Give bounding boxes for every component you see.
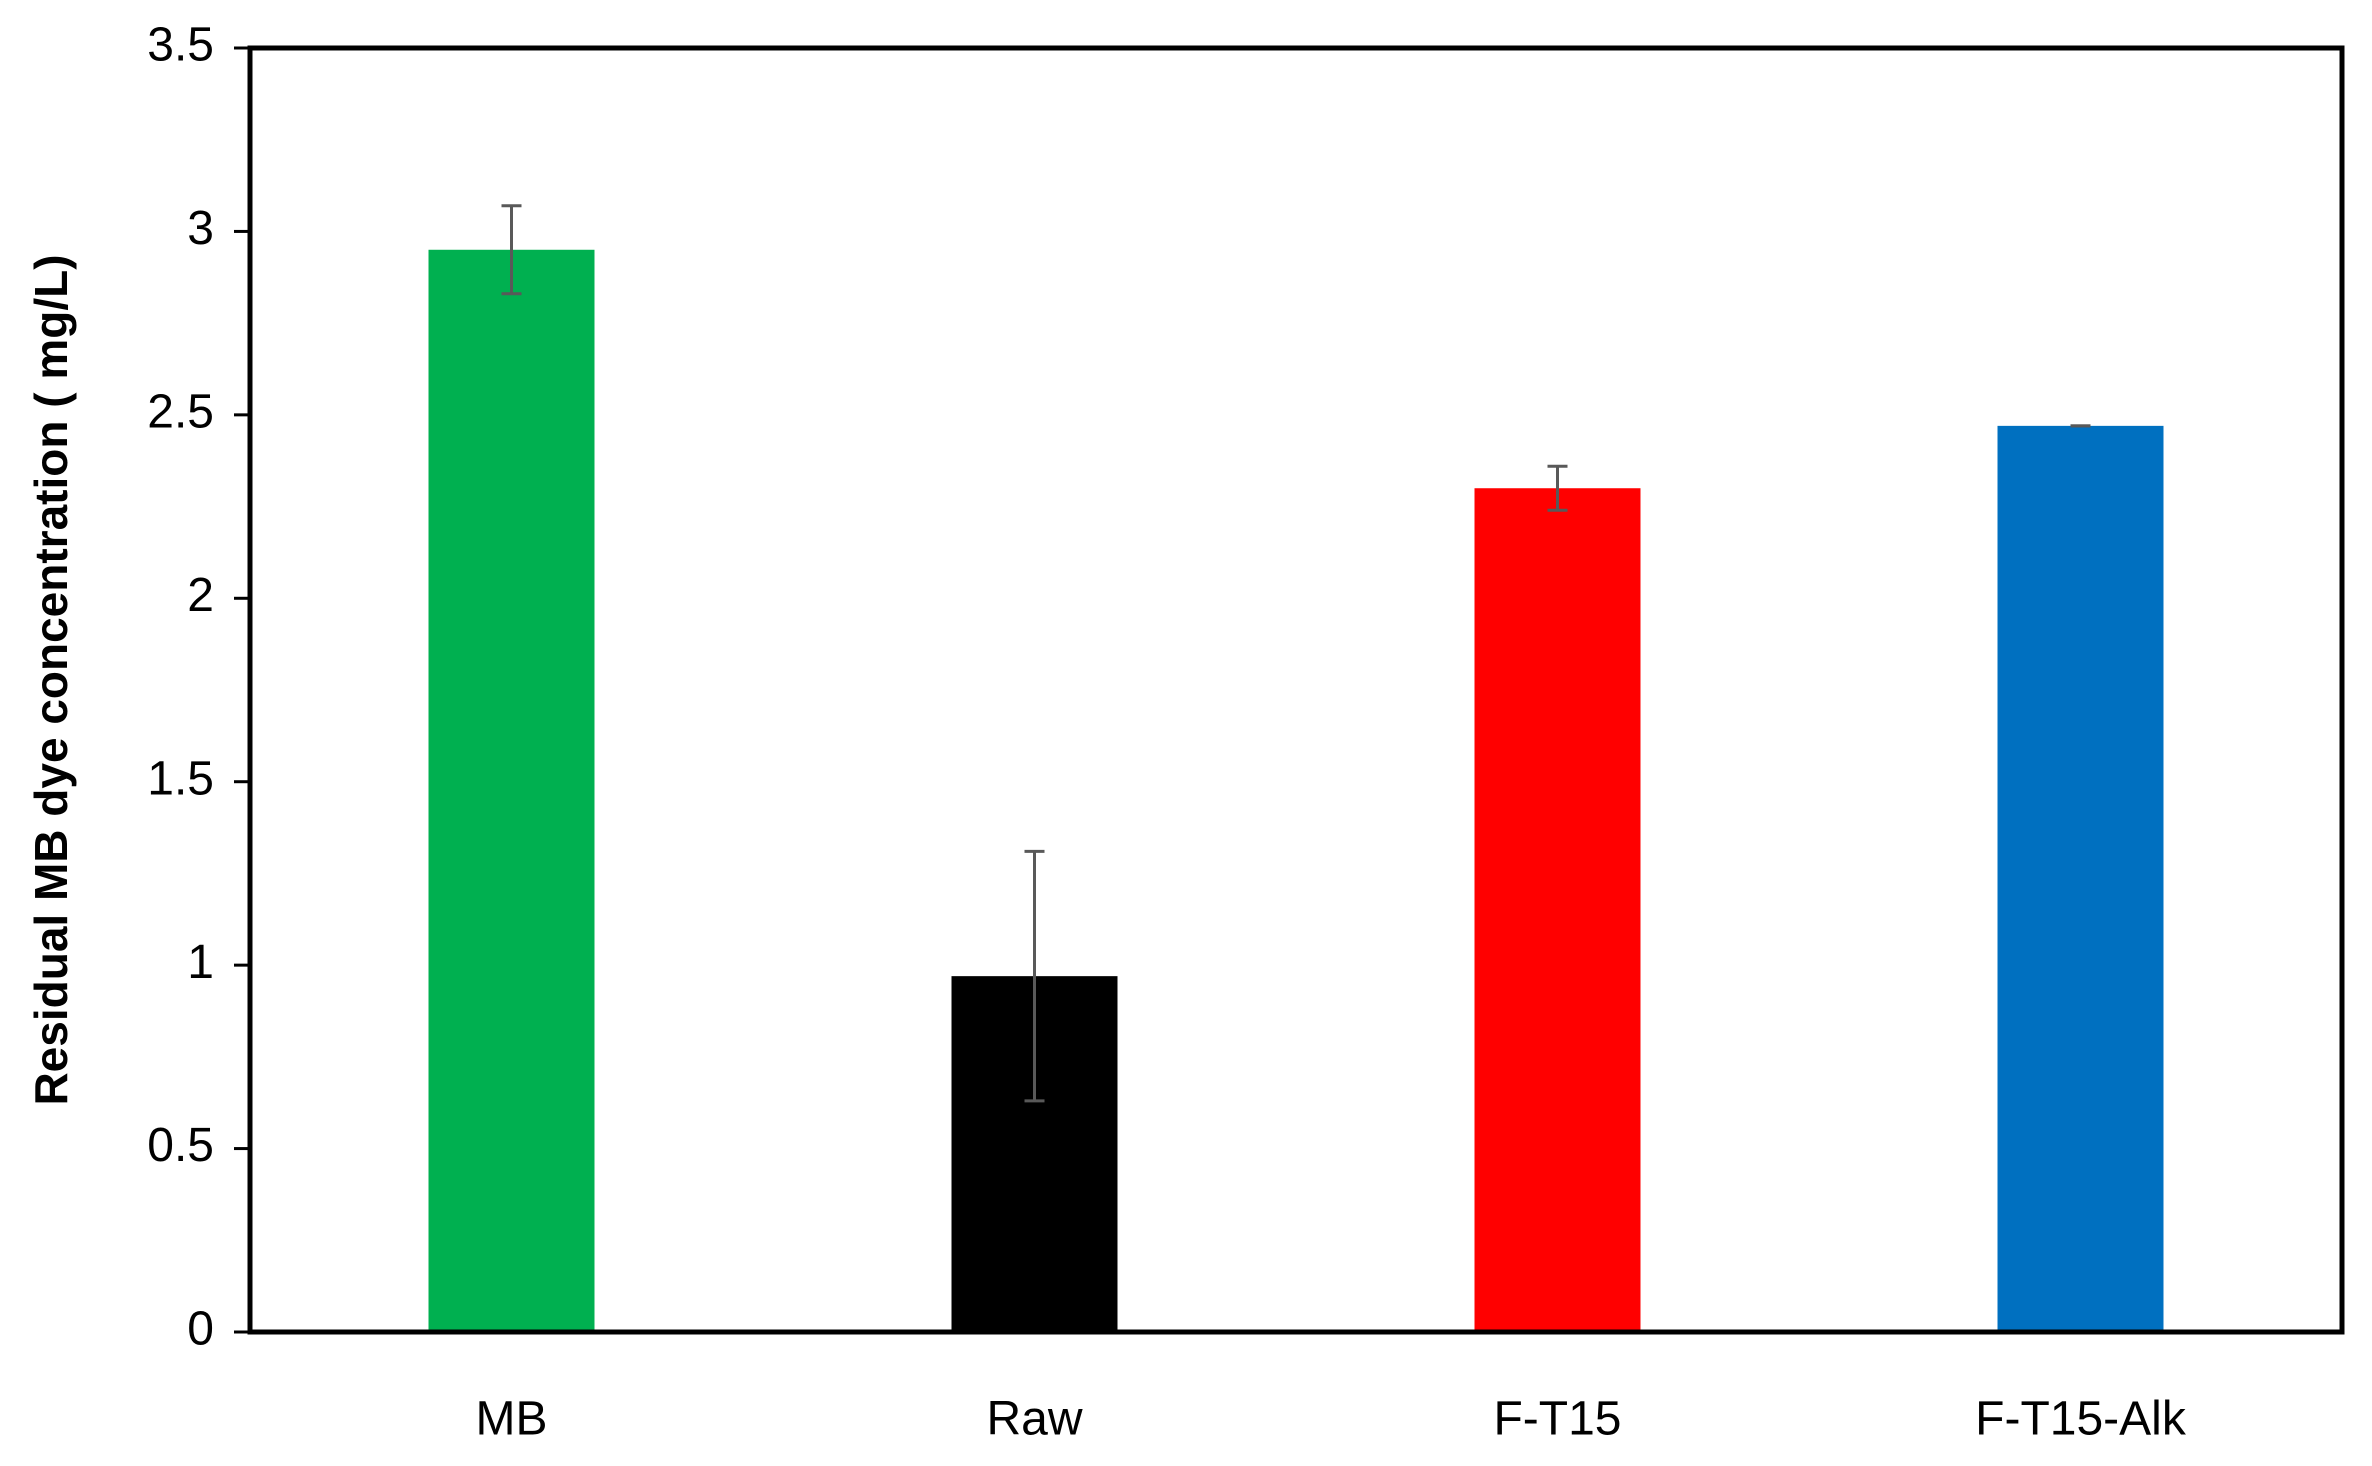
x-tick-label: MB: [476, 1393, 548, 1446]
x-tick-label: Raw: [986, 1393, 1082, 1446]
x-tick-label: F-T15: [1493, 1393, 1621, 1446]
y-tick-label: 1: [187, 936, 214, 989]
y-tick-label: 3.5: [147, 19, 214, 72]
plot-border: [247, 45, 2345, 1335]
bar: [428, 249, 595, 1332]
error-bar: [501, 204, 522, 296]
y-tick-label: 1.5: [147, 752, 214, 805]
y-tick-label: 3: [187, 202, 214, 255]
y-tick-label: 2: [187, 569, 214, 622]
error-bar: [1547, 464, 1568, 512]
error-bar: [1024, 849, 1045, 1103]
bar: [1474, 488, 1641, 1332]
bar: [1997, 425, 2164, 1332]
x-tick-label: F-T15-Alk: [1975, 1393, 2187, 1446]
y-tick-label: 0.5: [147, 1119, 214, 1172]
y-tick-label: 2.5: [147, 386, 214, 439]
y-tick-label: 0: [187, 1303, 214, 1356]
y-axis-label: Residual MB dye concentration ( mg/L): [25, 254, 77, 1105]
